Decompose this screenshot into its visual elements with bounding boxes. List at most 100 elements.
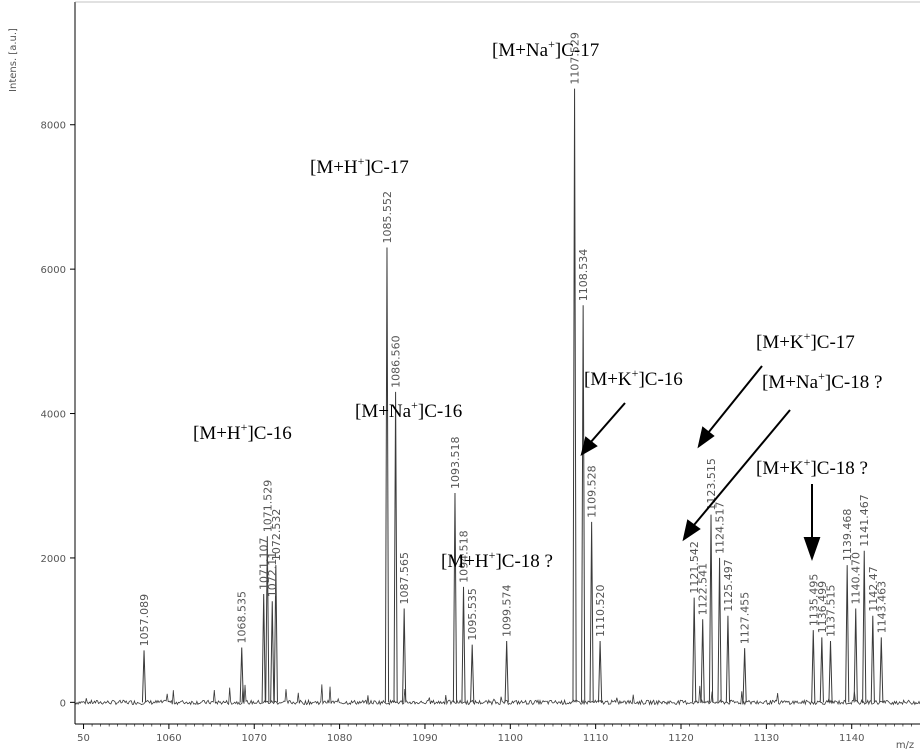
peak-line [828,640,833,703]
peak-label: 1072.11 [266,552,279,598]
x-tick-label: 1120 [668,733,693,744]
annotation-label: [M+K+]C-18 ? [756,455,868,479]
x-tick-label: 1090 [412,733,437,744]
peak-line [597,640,603,703]
peak-line [700,619,705,703]
arrow-head [697,426,715,449]
axis-ticks: 50 1060 1070 1080 1090 1100 1110 1120 1130 1140 0 2… [41,121,912,744]
peak-line [572,88,577,703]
peak-label: 1122.541 [697,563,710,616]
peak-line [845,565,850,703]
x-axis-title: m/z [896,740,914,751]
peak-label: 1068.535 [236,591,249,644]
peak-line [819,637,824,703]
peak-line [141,650,147,703]
peak-label: 1135.495 [807,574,820,627]
peak-line [692,597,697,703]
peak-label: 1137.515 [825,584,838,637]
peak-line [402,608,407,703]
peak-line [261,594,266,703]
peak-label: 1127.455 [739,592,752,645]
peak-label: 1093.518 [449,436,462,489]
peak-line [452,492,458,703]
peak-line [708,514,714,703]
peak-line [239,647,244,703]
peak-label: 1095.535 [466,588,479,641]
peak-line [742,648,747,703]
peak-label: 1109.528 [586,465,599,518]
annotation-label: [M+H+]C-17 [310,154,409,178]
annotation-arrows [580,365,821,562]
peak-line [273,565,278,703]
peak-label: 1121.542 [688,541,701,594]
peak-line [879,637,884,703]
peak-line [470,644,475,703]
peak-label: 1087.565 [398,552,411,605]
annotation-label: [M+H+]C-18 ? [441,548,553,572]
y-tick-label: 6000 [41,265,66,276]
y-tick-label: 2000 [41,554,66,565]
arrow-head [682,519,701,542]
peak-label: 1071.529 [261,480,274,533]
peak-label: 1108.534 [577,249,590,302]
peak-label: 1136.499 [816,581,829,634]
peak-label: 1099.574 [501,584,514,637]
peak-label: 1125.497 [722,559,735,612]
x-tick-label: 1080 [327,733,352,744]
arrow-line [589,402,626,444]
x-tick-label: 50 [77,733,90,744]
x-tick-label: 1110 [583,733,608,744]
peak-label: 1107.529 [569,32,582,85]
y-tick-label: 8000 [41,121,66,132]
peak-label: 1086.560 [390,335,403,388]
annotation-label: [M+Na+]C-17 [492,37,599,61]
x-tick-label: 1100 [498,733,523,744]
spectrum-trace [74,684,920,706]
arrow-line [693,409,791,526]
peak-line [270,601,275,703]
peak-label: 1143.463 [875,581,888,634]
peak-label: 1071.107 [258,538,271,591]
peak-line [725,615,731,703]
peak-label: 1057.089 [138,594,151,647]
peak-label: 1072.532 [270,509,283,562]
annotations: [M+Na+]C-17 [M+H+]C-17 [M+H+]C-16 [M+Na+… [193,37,882,572]
annotation-label: [M+K+]C-16 [584,366,683,390]
y-tick-label: 0 [60,698,66,709]
x-tick-label: 1140 [839,733,864,744]
peak-label: 1141.467 [858,494,871,547]
peak-label: 1123.515 [705,458,718,511]
peak-line [504,640,509,703]
peak-label: 1142.47 [867,566,880,612]
peak-line [384,247,390,703]
arrow-head [580,436,598,457]
annotation-label: [M+H+]C-16 [193,420,292,444]
peak-labels: 1057.089 1068.5351071.1071071.5291072.111… [138,32,888,646]
y-tick-label: 4000 [41,410,66,421]
peak-line [393,391,398,703]
annotation-label: [M+K+]C-17 [756,329,855,353]
peak-label: 1110.520 [594,584,607,637]
peak-line [265,536,270,703]
peak-line [811,630,816,703]
peak-line [717,557,722,703]
peak-line [581,305,586,703]
x-tick-label: 1060 [156,733,181,744]
peak-label: 1085.552 [381,191,394,244]
peak-line [853,608,858,703]
arrow-head [803,537,821,562]
x-tick-label: 1130 [754,733,779,744]
peak-label: 1140.470 [850,552,863,605]
peak-label: 1139.468 [841,509,854,562]
peak-line [589,521,594,703]
peak-lines [141,88,884,703]
peak-line [862,550,867,703]
arrow-line [707,365,763,434]
peak-label: 1094.518 [458,530,471,583]
y-axis-title: Intens. [a.u.] [8,28,19,92]
peak-line [461,586,466,703]
baseline-noise [74,684,920,706]
x-tick-label: 1070 [242,733,267,744]
annotation-label: [M+Na+]C-18 ? [762,369,882,393]
